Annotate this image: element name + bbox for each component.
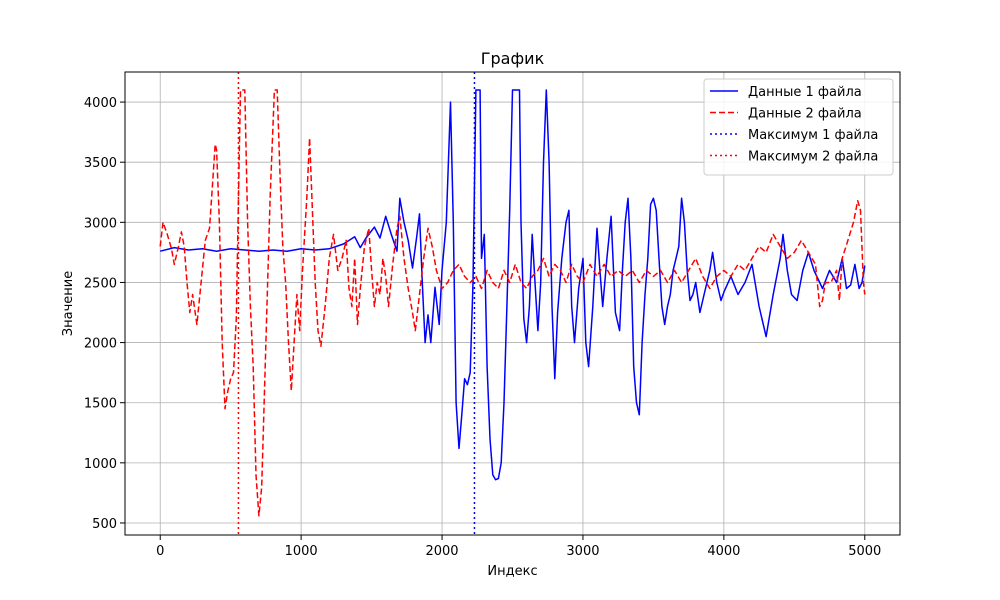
- y-tick-label: 1500: [84, 397, 117, 412]
- x-tick-label: 0: [156, 544, 164, 559]
- x-axis-label: Индекс: [487, 564, 537, 579]
- legend-label-4: Максимум 2 файла: [748, 150, 878, 165]
- plot-area: [159, 72, 866, 535]
- y-tick-label: 1000: [84, 457, 117, 472]
- axes-ticks: 0 1000 2000 3000 4000 5000 500 1000 1500 2000 2500…: [84, 96, 881, 559]
- plot-frame: [124, 71, 901, 536]
- y-tick-label: 3000: [84, 216, 117, 231]
- x-tick-label: 2000: [425, 544, 458, 559]
- y-tick-label: 4000: [84, 96, 117, 111]
- y-axis-label: Значение: [61, 271, 76, 336]
- x-tick-label: 3000: [566, 544, 599, 559]
- legend-box: [703, 78, 894, 176]
- legend-label-1: Данные 1 файла: [748, 85, 862, 100]
- y-tick-label: 500: [92, 517, 117, 532]
- x-tick-label: 4000: [707, 544, 740, 559]
- legend-label-3: Максимум 1 файла: [748, 128, 878, 143]
- legend-label-2: Данные 2 файла: [748, 107, 862, 122]
- y-tick-label: 3500: [84, 156, 117, 171]
- x-tick-label: 5000: [848, 544, 881, 559]
- series-line-2: [159, 89, 866, 517]
- y-tick-label: 2500: [84, 276, 117, 291]
- x-tick-label: 1000: [285, 544, 318, 559]
- legend: Данные 1 файла Данные 2 файла Максимум 1 ф…: [703, 78, 894, 176]
- y-tick-label: 2000: [84, 337, 117, 352]
- chart-title: График: [481, 49, 545, 68]
